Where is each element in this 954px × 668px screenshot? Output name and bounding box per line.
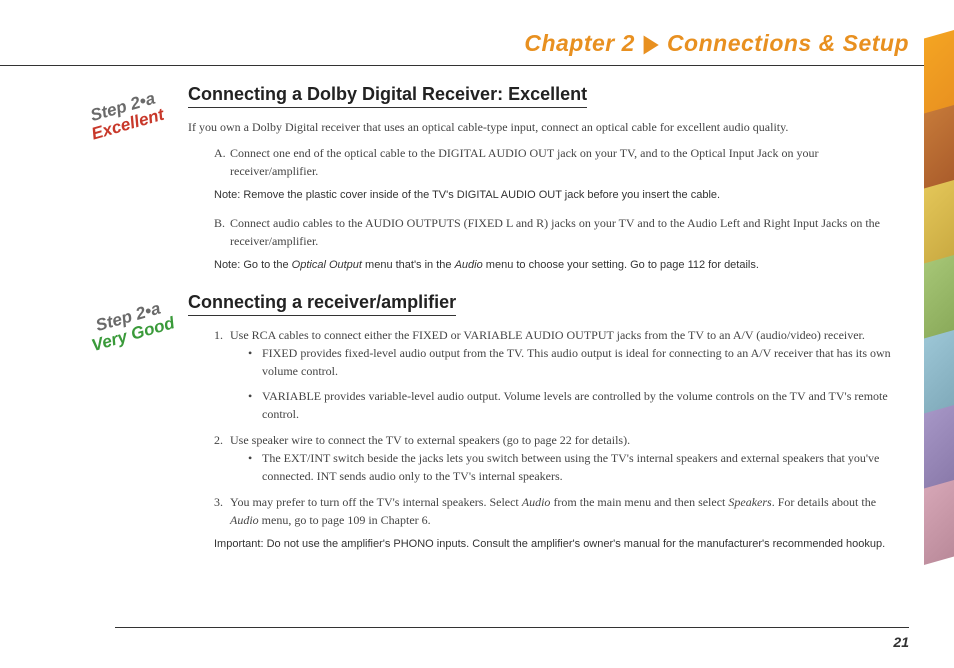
- page-header: Chapter 2 ▶ Connections & Setup: [0, 0, 954, 66]
- section1-intro: If you own a Dolby Digital receiver that…: [188, 118, 904, 136]
- note-b-pre: Note: Go to the: [214, 259, 292, 271]
- section1-item-b-text: Connect audio cables to the AUDIO OUTPUT…: [230, 216, 880, 248]
- side-color-tabs: [924, 30, 954, 565]
- marker-a: A.: [214, 144, 226, 162]
- section2-item1: 1. Use RCA cables to connect either the …: [214, 326, 894, 423]
- section2-list: 1. Use RCA cables to connect either the …: [188, 326, 904, 529]
- tab-pink: [924, 480, 954, 565]
- marker-b: B.: [214, 214, 225, 232]
- tab-purple: [924, 405, 954, 490]
- section1-list: A. Connect one end of the optical cable …: [188, 144, 904, 180]
- item3-post: menu, go to page 109 in Chapter 6.: [259, 513, 431, 527]
- item3-i1: Audio: [522, 495, 551, 509]
- page-number: 21: [893, 634, 909, 650]
- item3-mid2: . For details about the: [772, 495, 876, 509]
- section2-item2-b1: The EXT/INT switch beside the jacks lets…: [248, 449, 894, 485]
- section2-item2-text: Use speaker wire to connect the TV to ex…: [230, 433, 630, 447]
- item3-mid: from the main menu and then select: [550, 495, 728, 509]
- section1-note-a: Note: Remove the plastic cover inside of…: [214, 188, 894, 204]
- marker-3: 3.: [214, 493, 223, 511]
- section2-item1-text: Use RCA cables to connect either the FIX…: [230, 328, 865, 342]
- section-dolby: Connecting a Dolby Digital Receiver: Exc…: [188, 84, 904, 274]
- section1-list-b: B. Connect audio cables to the AUDIO OUT…: [188, 214, 904, 250]
- tab-orange: [924, 30, 954, 115]
- section1-item-b: B. Connect audio cables to the AUDIO OUT…: [214, 214, 894, 250]
- header-title: Connections & Setup: [667, 30, 909, 56]
- note-b-mid: menu that's in the: [362, 259, 455, 271]
- arrow-icon: ▶: [644, 30, 659, 57]
- tab-blue: [924, 330, 954, 415]
- marker-2: 2.: [214, 431, 223, 449]
- chapter-label: Chapter 2: [524, 30, 635, 56]
- tab-green: [924, 255, 954, 340]
- section2-item3: 3. You may prefer to turn off the TV's i…: [214, 493, 894, 529]
- section2-item1-sublist: FIXED provides fixed-level audio output …: [230, 344, 894, 423]
- section2-item2-sublist: The EXT/INT switch beside the jacks lets…: [230, 449, 894, 485]
- section1-item-a-text: Connect one end of the optical cable to …: [230, 146, 818, 178]
- item3-i3: Audio: [230, 513, 259, 527]
- marker-1: 1.: [214, 326, 223, 344]
- section1-item-a: A. Connect one end of the optical cable …: [214, 144, 894, 180]
- item3-i2: Speakers: [728, 495, 771, 509]
- note-b-i2: Audio: [455, 259, 483, 271]
- section-receiver: Connecting a receiver/amplifier 1. Use R…: [188, 292, 904, 553]
- note-b-post: menu to choose your setting. Go to page …: [483, 259, 759, 271]
- tab-brown: [924, 105, 954, 190]
- section2-item1-b1: FIXED provides fixed-level audio output …: [248, 344, 894, 380]
- tab-yellow: [924, 180, 954, 265]
- note-b-i1: Optical Output: [292, 259, 362, 271]
- item3-pre: You may prefer to turn off the TV's inte…: [230, 495, 522, 509]
- section2-heading: Connecting a receiver/amplifier: [188, 292, 456, 316]
- page-footer: 21: [115, 627, 909, 650]
- section1-heading: Connecting a Dolby Digital Receiver: Exc…: [188, 84, 587, 108]
- section2-important: Important: Do not use the amplifier's PH…: [214, 537, 894, 553]
- section2-item2: 2. Use speaker wire to connect the TV to…: [214, 431, 894, 485]
- section2-item1-b2: VARIABLE provides variable-level audio o…: [248, 387, 894, 423]
- section1-note-b: Note: Go to the Optical Output menu that…: [214, 258, 894, 274]
